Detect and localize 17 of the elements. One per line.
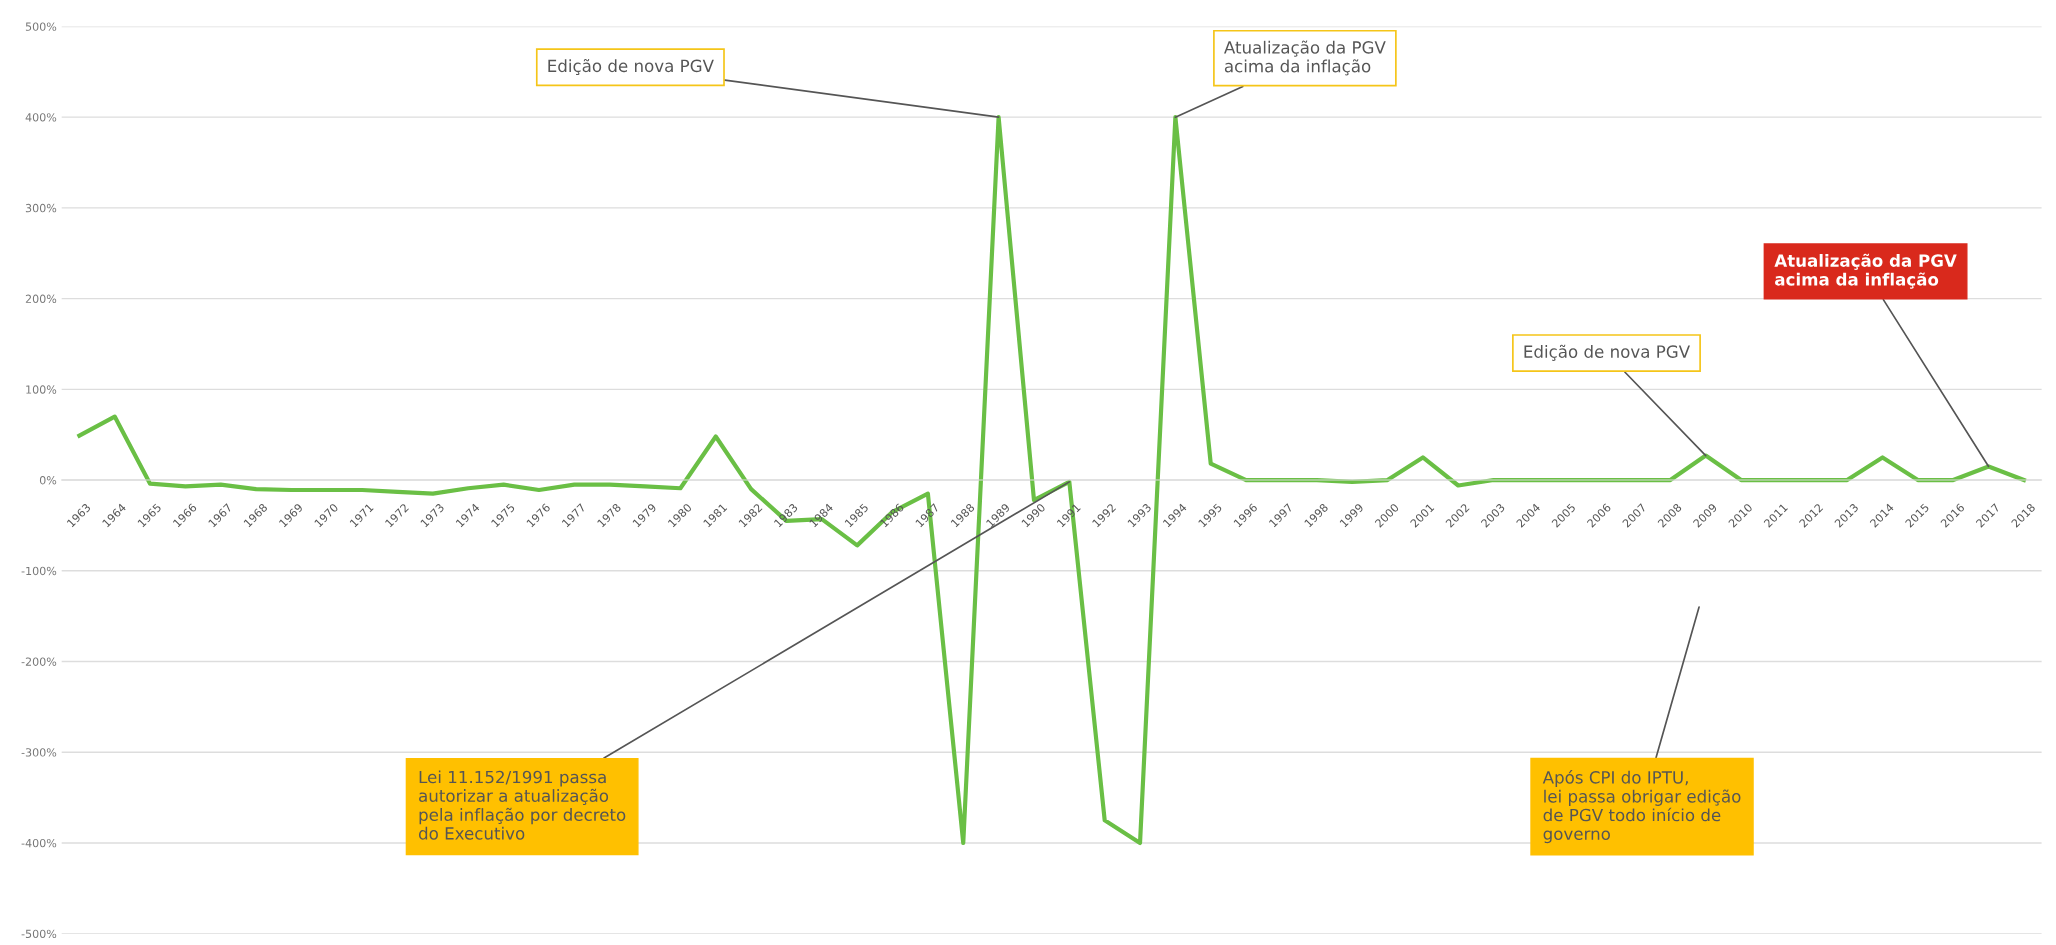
y-tick-label: 500% bbox=[25, 22, 57, 31]
y-tick-label: -300% bbox=[21, 748, 57, 757]
y-tick-label: 0% bbox=[39, 476, 57, 485]
y-tick-label: 400% bbox=[25, 113, 57, 122]
annotation: Atualização da PGV acima da inflação bbox=[1224, 40, 1386, 76]
y-tick-label: -500% bbox=[21, 929, 57, 939]
y-tick-label: -100% bbox=[21, 566, 57, 576]
y-tick-label: 300% bbox=[25, 203, 57, 213]
annotation: Edição de nova PGV bbox=[1524, 344, 1690, 361]
y-tick-label: 100% bbox=[26, 385, 57, 394]
y-tick-label: 200% bbox=[25, 294, 57, 303]
y-tick-label: -400% bbox=[21, 838, 57, 848]
annotation: Atualização da PGV acima da inflação bbox=[1774, 253, 1957, 289]
annotation: Lei 11.152/1991 passa autorizar a atualização pela inflação por decreto do Executivo bbox=[418, 770, 626, 840]
annotation: Após CPI do IPTU, lei passa obrigar edição de PGV todo início de governo bbox=[1542, 770, 1741, 844]
annotation: Edição de nova PGV bbox=[548, 58, 714, 76]
y-tick-label: -200% bbox=[21, 657, 57, 666]
